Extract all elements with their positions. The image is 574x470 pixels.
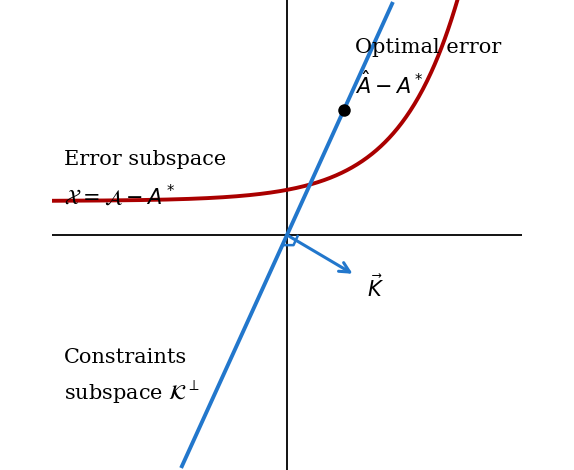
Text: $\vec{K}$: $\vec{K}$: [367, 274, 385, 301]
Text: Optimal error
$\hat{A} - A^*$: Optimal error $\hat{A} - A^*$: [355, 38, 501, 98]
Text: Error subspace
$\mathcal{X} = \mathcal{A} - A^*$: Error subspace $\mathcal{X} = \mathcal{A…: [64, 150, 227, 208]
Text: Constraints
subspace $\mathcal{K}^\perp$: Constraints subspace $\mathcal{K}^\perp$: [64, 348, 200, 406]
